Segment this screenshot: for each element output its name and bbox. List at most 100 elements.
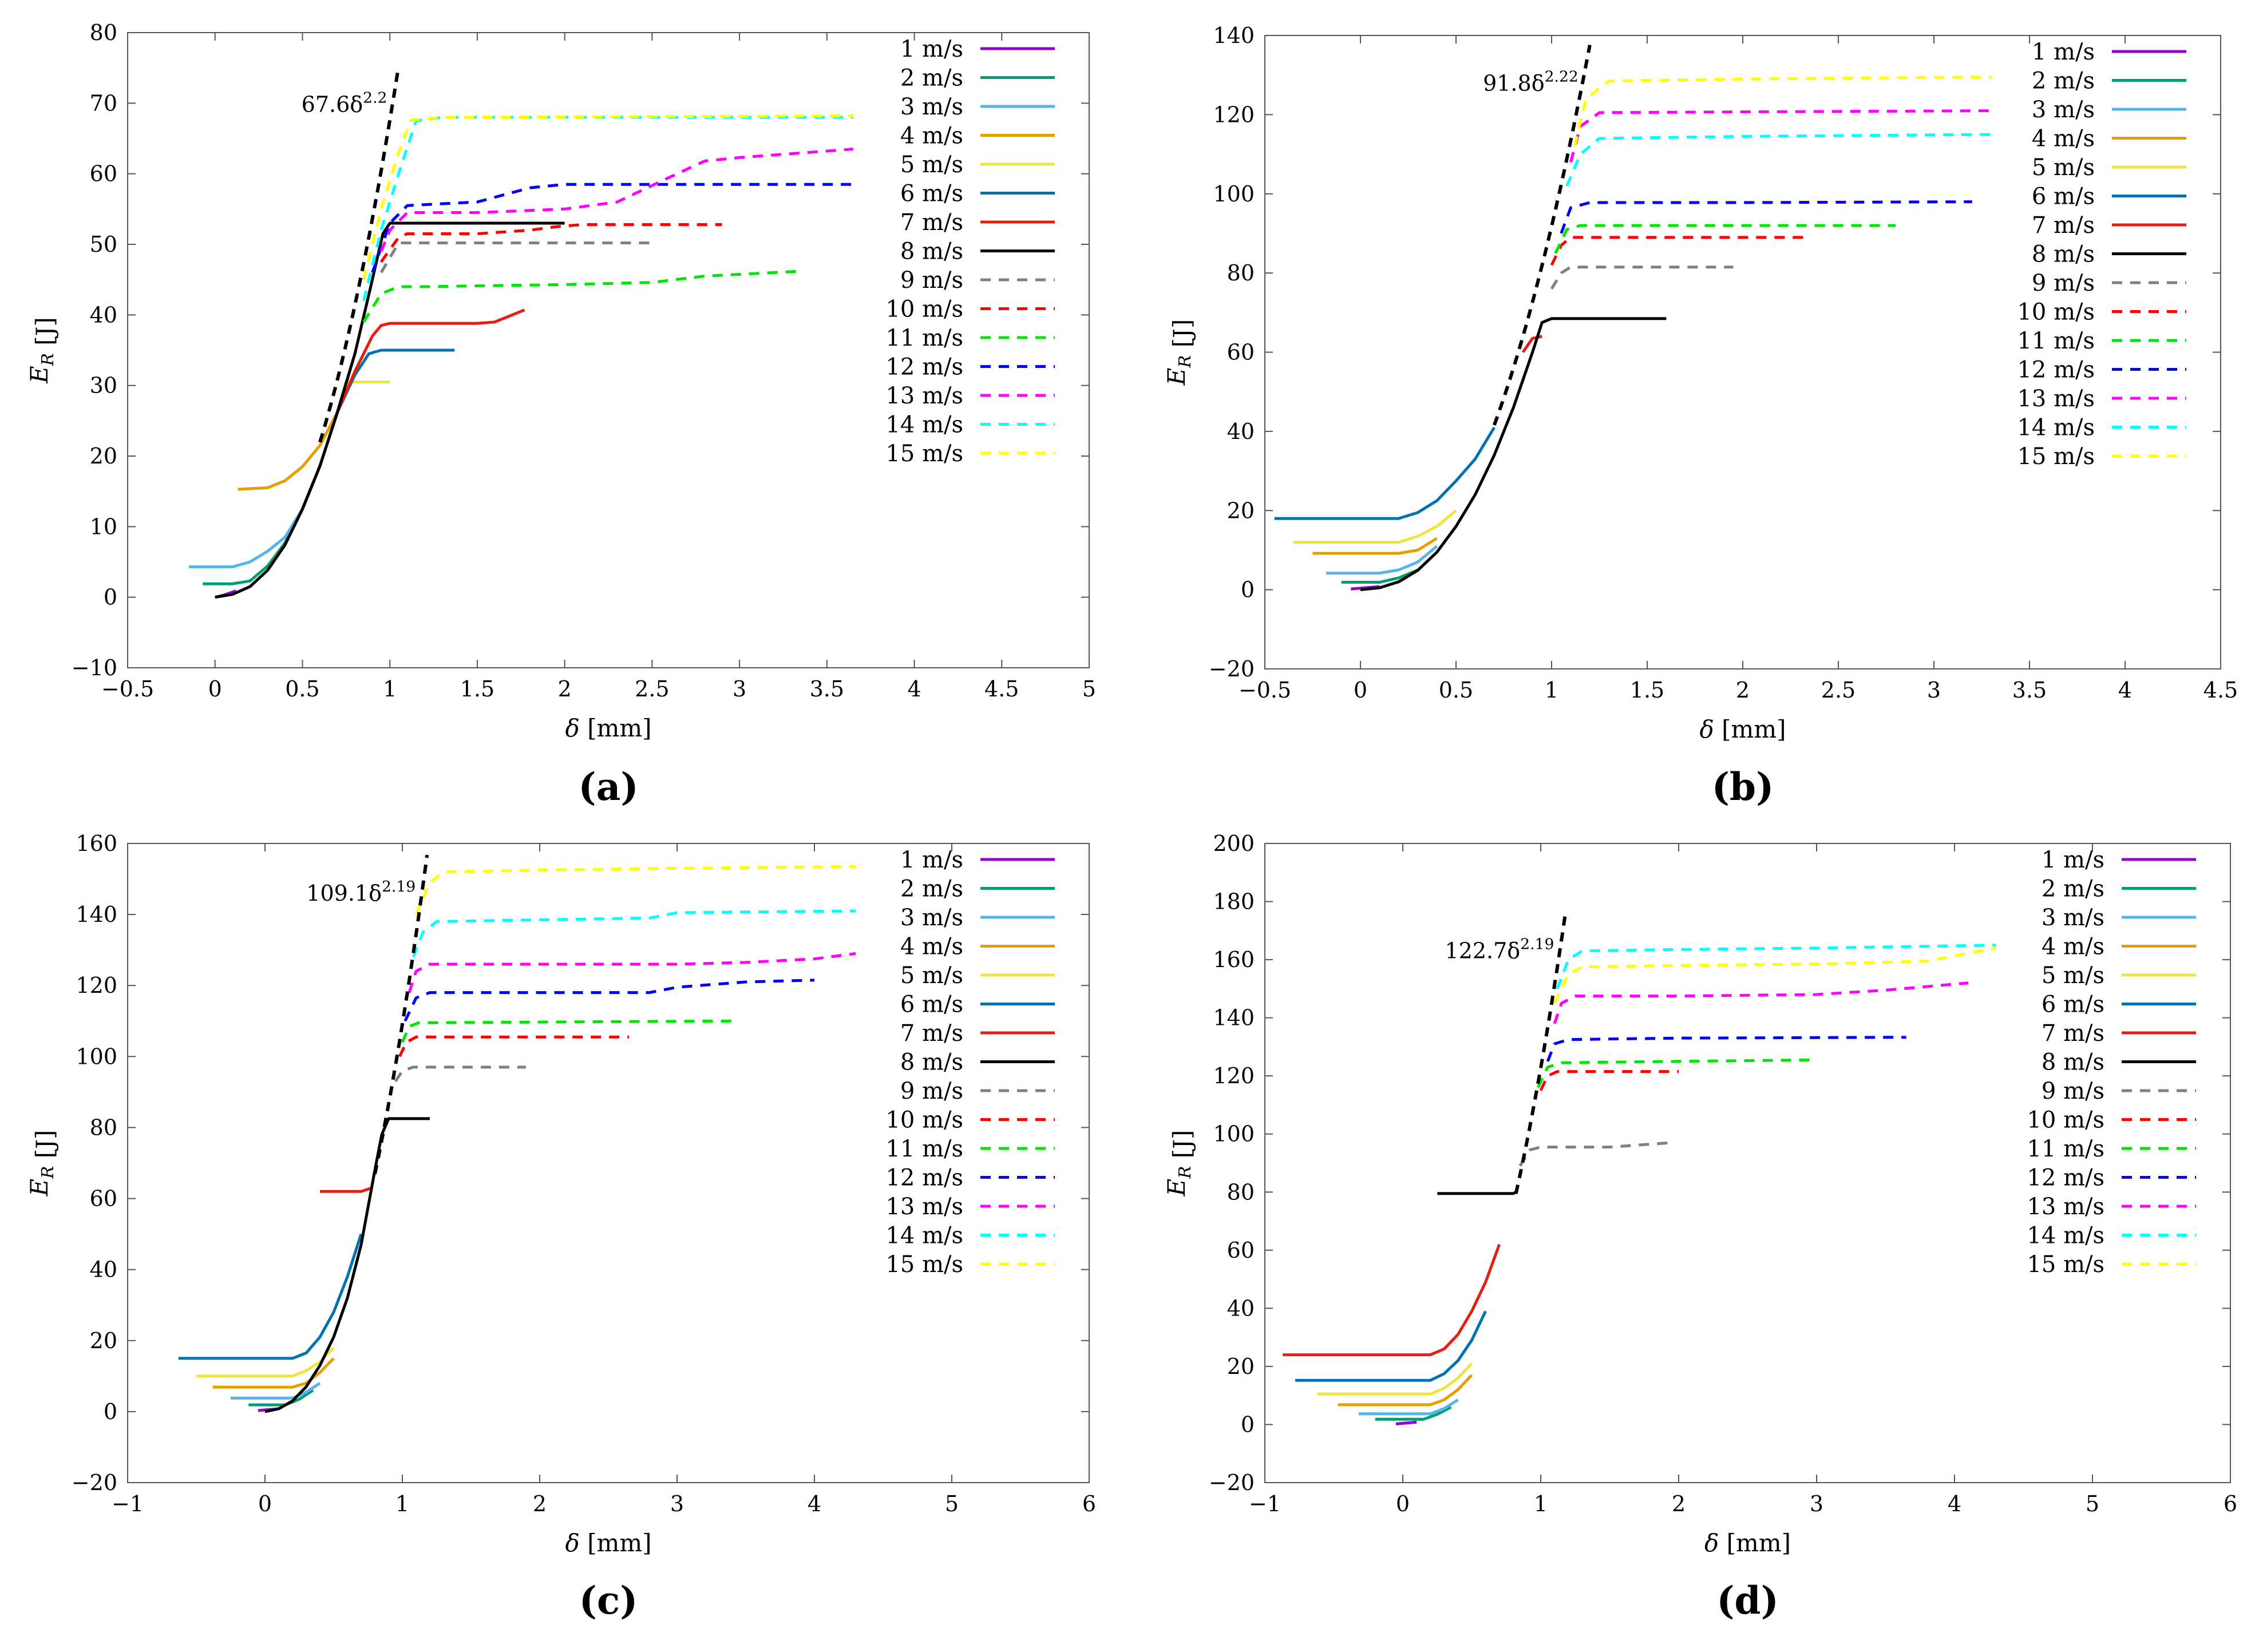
x-tick-label: 0.5 — [285, 676, 319, 702]
series-line-8-m-s — [264, 1117, 430, 1413]
legend-label-9-m-s: 9 m/s — [900, 267, 963, 294]
series-line-15-m-s — [1573, 76, 1992, 147]
legend-label-7-m-s: 7 m/s — [900, 209, 963, 236]
legend-label-5-m-s: 5 m/s — [2042, 962, 2104, 989]
x-tick-label: 3.5 — [2012, 678, 2047, 703]
y-tick-label: 160 — [76, 831, 117, 856]
panel-c: −1 0 1 2 3 4 5 6 −20 0 20 40 60 80 100 120 140 160 δ [mm] E… — [25, 831, 1096, 1623]
x-tick-label: 0.5 — [1439, 678, 1473, 703]
legend-label-14-m-s: 14 m/s — [885, 1223, 963, 1249]
legend-label-9-m-s: 9 m/s — [900, 1078, 963, 1104]
y-tick-label: 140 — [76, 902, 117, 927]
x-tick-label: 3 — [1927, 678, 1941, 703]
series-line-9-m-s — [1550, 266, 1734, 290]
panel-d: −1 0 1 2 3 4 5 6 −20 0 20 40 60 80 100 120 140 160 180 200 δ… — [1162, 831, 2237, 1623]
series-line-12-m-s — [1560, 200, 1972, 234]
series-line-12-m-s — [403, 978, 815, 1022]
y-tick-label: 140 — [1213, 1005, 1255, 1031]
series-line-11-m-s — [1536, 1058, 1817, 1088]
y-tick-label: 30 — [90, 373, 117, 398]
y-tick-label: 100 — [1213, 181, 1255, 207]
legend-label-12-m-s: 12 m/s — [2027, 1165, 2104, 1191]
x-tick-label: 1 — [1545, 678, 1558, 703]
legend-label-9-m-s: 9 m/s — [2032, 270, 2095, 296]
series-line-15-m-s — [414, 865, 856, 916]
x-tick-label: 2 — [558, 676, 572, 702]
legend-label-10-m-s: 10 m/s — [2027, 1107, 2104, 1134]
legend-label-10-m-s: 10 m/s — [885, 1107, 963, 1134]
series-line-7-m-s — [301, 308, 525, 510]
x-tick-label: 4 — [907, 676, 921, 702]
series-line-7-m-s — [320, 1186, 373, 1193]
panel-b: −0.5 0 0.5 1 1.5 2 2.5 3 3.5 4 4.5 −20 0 20 40 60 80 100 1… — [1162, 23, 2238, 809]
legend-label-15-m-s: 15 m/s — [2017, 443, 2095, 470]
series-line-5-m-s — [1293, 509, 1457, 544]
y-tick-label: 80 — [1227, 1179, 1255, 1205]
y-tick-label: 50 — [90, 232, 117, 257]
y-tick-label: 60 — [90, 1186, 117, 1211]
x-tick-label: 2 — [1736, 678, 1750, 703]
series-line-9-m-s — [394, 1065, 526, 1083]
plot-frame — [127, 32, 1090, 668]
series-line-2-m-s — [203, 381, 348, 585]
y-axis-label: ER [J] — [1162, 1130, 1196, 1197]
series-line-2-m-s — [1375, 1405, 1452, 1421]
y-tick-label: 120 — [1213, 102, 1255, 127]
series-line-14-m-s — [1565, 133, 1992, 187]
x-tick-label: 6 — [1082, 1491, 1096, 1516]
fit-line — [318, 66, 401, 443]
legend-label-13-m-s: 13 m/s — [2027, 1194, 2104, 1220]
legend-label-4-m-s: 4 m/s — [2032, 126, 2095, 152]
y-tick-label: 180 — [1213, 889, 1255, 914]
legend-label-6-m-s: 6 m/s — [900, 181, 963, 207]
panel-label: (c) — [579, 1578, 638, 1623]
y-tick-label: 0 — [1241, 577, 1255, 603]
series-line-11-m-s — [401, 1019, 733, 1043]
x-tick-label: 4.5 — [984, 676, 1019, 702]
legend-label-8-m-s: 8 m/s — [2042, 1049, 2104, 1076]
y-tick-label: 20 — [90, 443, 117, 469]
legend-label-2-m-s: 2 m/s — [900, 65, 963, 92]
legend-label-11-m-s: 11 m/s — [2027, 1136, 2104, 1162]
legend-label-6-m-s: 6 m/s — [2042, 992, 2104, 1018]
series-line-5-m-s — [196, 1346, 335, 1378]
y-tick-label: −20 — [1209, 656, 1255, 682]
x-tick-label: 4 — [2118, 678, 2132, 703]
y-tick-label: 120 — [1213, 1063, 1255, 1088]
x-tick-label: 3 — [670, 1491, 684, 1516]
y-tick-label: 200 — [1213, 831, 1255, 856]
legend-label-12-m-s: 12 m/s — [2017, 357, 2095, 383]
x-axis-label: δ [mm] — [565, 1529, 651, 1557]
y-tick-label: −20 — [72, 1470, 117, 1495]
legend-label-9-m-s: 9 m/s — [2042, 1078, 2104, 1104]
series-line-9-m-s — [379, 241, 652, 274]
legend-label-3-m-s: 3 m/s — [2032, 97, 2095, 123]
series-line-12-m-s — [371, 183, 853, 274]
series-line-4-m-s — [1338, 1374, 1473, 1407]
panel-label: (b) — [1712, 764, 1774, 809]
series-line-1-m-s — [1395, 1420, 1417, 1425]
y-tick-label: 60 — [90, 161, 117, 187]
x-tick-label: 3.5 — [810, 676, 844, 702]
x-tick-label: 5 — [2086, 1491, 2099, 1516]
legend-label-5-m-s: 5 m/s — [900, 962, 963, 989]
series-line-9-m-s — [1518, 1141, 1672, 1167]
x-tick-label: 1 — [383, 676, 397, 702]
legend-label-12-m-s: 12 m/s — [885, 354, 963, 381]
legend-label-5-m-s: 5 m/s — [2032, 154, 2095, 181]
series-line-10-m-s — [379, 223, 722, 263]
series-line-15-m-s — [1553, 946, 1996, 1004]
series-line-5-m-s — [301, 381, 390, 510]
x-tick-label: 3 — [1810, 1491, 1823, 1516]
series-line-6-m-s — [1274, 426, 1496, 520]
legend-label-8-m-s: 8 m/s — [900, 1049, 963, 1076]
fit-annotation: 91.8δ2.22 — [1483, 68, 1579, 96]
plot-frame — [127, 843, 1090, 1483]
x-tick-label: 2 — [533, 1491, 547, 1516]
series-line-2-m-s — [1341, 568, 1419, 584]
x-tick-label: −0.5 — [1239, 678, 1291, 703]
y-tick-label: −10 — [72, 655, 117, 680]
legend-label-11-m-s: 11 m/s — [885, 1136, 963, 1162]
y-tick-label: 0 — [104, 1399, 117, 1424]
x-tick-label: −1 — [112, 1491, 144, 1516]
